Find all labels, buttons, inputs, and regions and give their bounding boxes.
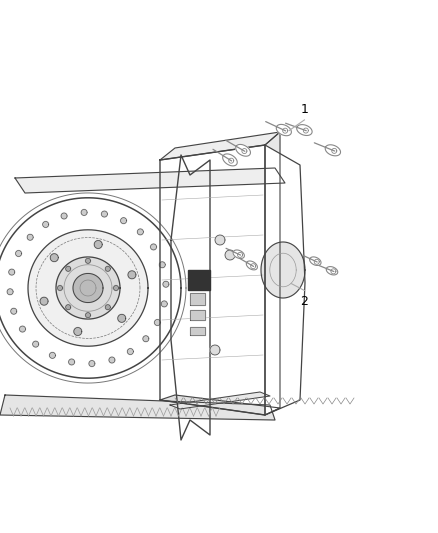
Polygon shape bbox=[66, 305, 71, 310]
Polygon shape bbox=[225, 250, 235, 260]
Polygon shape bbox=[9, 269, 15, 275]
Polygon shape bbox=[105, 305, 110, 310]
Polygon shape bbox=[74, 327, 82, 335]
Polygon shape bbox=[127, 349, 133, 354]
Polygon shape bbox=[190, 327, 205, 335]
Polygon shape bbox=[170, 392, 270, 409]
Polygon shape bbox=[89, 361, 95, 367]
Polygon shape bbox=[159, 262, 165, 268]
Polygon shape bbox=[151, 244, 156, 250]
Polygon shape bbox=[20, 326, 25, 332]
Polygon shape bbox=[171, 155, 210, 440]
Polygon shape bbox=[190, 293, 205, 305]
Polygon shape bbox=[109, 357, 115, 363]
Polygon shape bbox=[265, 132, 280, 415]
Polygon shape bbox=[105, 266, 110, 271]
Polygon shape bbox=[118, 314, 126, 322]
Polygon shape bbox=[94, 240, 102, 248]
Polygon shape bbox=[102, 211, 107, 217]
Polygon shape bbox=[160, 395, 280, 415]
Polygon shape bbox=[16, 251, 21, 256]
Text: 1: 1 bbox=[300, 103, 308, 116]
Polygon shape bbox=[233, 250, 244, 259]
Polygon shape bbox=[0, 395, 275, 420]
Polygon shape bbox=[85, 313, 91, 318]
Polygon shape bbox=[66, 266, 71, 271]
Polygon shape bbox=[61, 213, 67, 219]
Polygon shape bbox=[161, 301, 167, 307]
Polygon shape bbox=[210, 345, 220, 355]
Polygon shape bbox=[49, 352, 56, 358]
Polygon shape bbox=[265, 145, 305, 415]
Polygon shape bbox=[128, 271, 136, 279]
Polygon shape bbox=[236, 144, 251, 156]
Polygon shape bbox=[40, 297, 48, 305]
Polygon shape bbox=[28, 230, 148, 346]
Polygon shape bbox=[215, 235, 225, 245]
Polygon shape bbox=[223, 154, 237, 166]
Polygon shape bbox=[57, 286, 63, 290]
Polygon shape bbox=[81, 209, 87, 215]
Polygon shape bbox=[85, 259, 91, 263]
Polygon shape bbox=[50, 254, 58, 262]
Polygon shape bbox=[310, 257, 321, 265]
Polygon shape bbox=[69, 359, 74, 365]
Polygon shape bbox=[0, 198, 181, 378]
Polygon shape bbox=[160, 132, 280, 160]
Polygon shape bbox=[188, 270, 210, 290]
Polygon shape bbox=[113, 286, 119, 290]
Polygon shape bbox=[56, 257, 120, 319]
Polygon shape bbox=[155, 319, 160, 326]
Polygon shape bbox=[27, 234, 33, 240]
Polygon shape bbox=[160, 145, 265, 415]
Polygon shape bbox=[143, 336, 149, 342]
Polygon shape bbox=[326, 266, 338, 275]
Polygon shape bbox=[73, 273, 103, 303]
Polygon shape bbox=[33, 341, 39, 347]
Polygon shape bbox=[120, 217, 127, 224]
Polygon shape bbox=[11, 308, 17, 314]
Polygon shape bbox=[246, 261, 258, 270]
Polygon shape bbox=[261, 242, 305, 298]
Polygon shape bbox=[138, 229, 143, 235]
Polygon shape bbox=[276, 124, 291, 136]
Polygon shape bbox=[190, 310, 205, 320]
Polygon shape bbox=[163, 281, 169, 287]
Polygon shape bbox=[325, 145, 340, 156]
Polygon shape bbox=[297, 125, 312, 135]
Polygon shape bbox=[43, 221, 49, 228]
Text: 2: 2 bbox=[300, 295, 308, 308]
Polygon shape bbox=[15, 168, 285, 193]
Polygon shape bbox=[7, 289, 13, 295]
